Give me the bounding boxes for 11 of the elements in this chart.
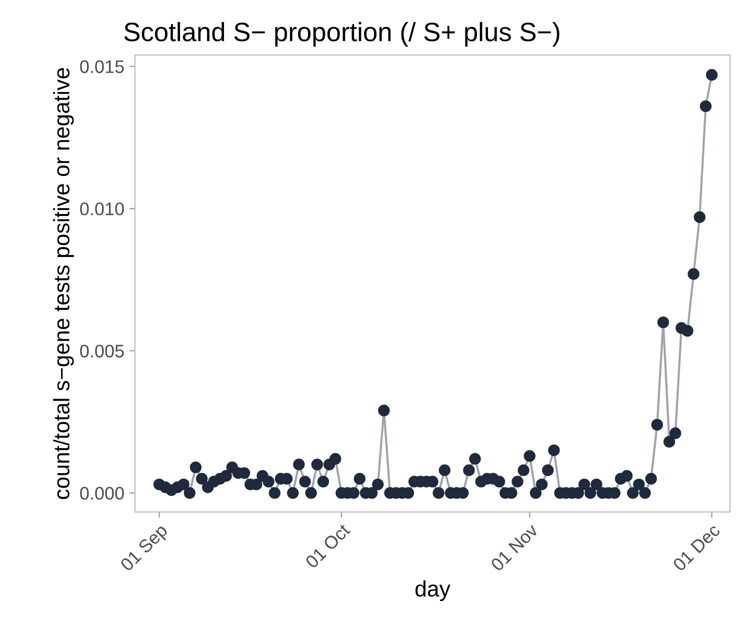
y-axis-title: count/total s−gene tests positive or negative [53, 68, 74, 500]
y-tick-label: 0.000 [80, 486, 124, 500]
y-tick-label: 0.010 [80, 202, 124, 216]
y-tick-label: 0.015 [80, 60, 124, 74]
y-tick-label: 0.005 [80, 344, 124, 358]
x-axis-title: day [416, 580, 450, 602]
x-tick-label: 01 Oct [304, 522, 351, 569]
chart-title: Scotland S− proportion (/ S+ plus S−) [124, 22, 560, 47]
x-tick-label: 01 Dec [672, 523, 721, 572]
x-tick-label: 01 Nov [490, 522, 539, 572]
x-tick-label: 01 Sep [120, 523, 171, 574]
